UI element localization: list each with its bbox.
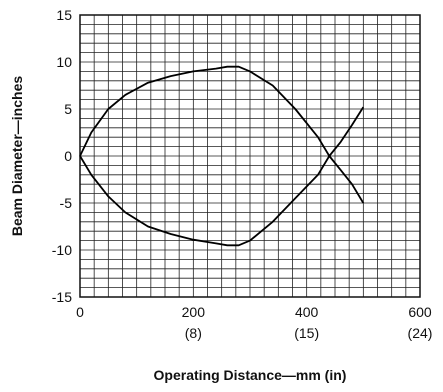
series-line-2 [79, 106, 365, 247]
x-tick-label: 600 [408, 304, 432, 320]
y-tick-label: -5 [60, 195, 73, 211]
x-tick-label: 0 [76, 304, 84, 320]
y-axis-title: Beam Diameter—inches [9, 76, 25, 237]
x-tick-label: 400 [295, 304, 319, 320]
grid [80, 15, 420, 297]
series-line-1 [79, 65, 365, 204]
x-tick-labels: 0 200 (8) 400 (15) 600 (24) [76, 304, 432, 341]
x-tick-label: 200 [182, 304, 206, 320]
y-tick-label: 15 [56, 7, 72, 23]
y-tick-labels: 15 10 5 0 -5 -10 -15 [52, 7, 72, 305]
x-tick-sublabel: (15) [294, 325, 319, 341]
x-tick-sublabel: (24) [408, 325, 433, 341]
y-tick-label: 0 [64, 148, 72, 164]
y-tick-label: 10 [56, 54, 72, 70]
y-tick-label: -15 [52, 289, 72, 305]
x-axis-title: Operating Distance—mm (in) [154, 367, 347, 383]
x-tick-sublabel: (8) [185, 325, 202, 341]
series-group [79, 65, 365, 247]
y-tick-label: 5 [64, 101, 72, 117]
y-tick-label: -10 [52, 242, 72, 258]
